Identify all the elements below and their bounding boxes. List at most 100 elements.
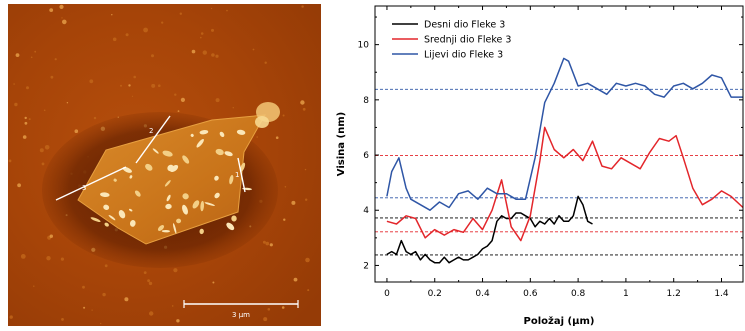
flake-island (199, 130, 209, 135)
surface-speck (177, 110, 180, 112)
y-tick-label: 2 (363, 261, 369, 271)
y-axis-ticks: 2 4 6 8 10 (358, 16, 743, 271)
surface-speck (17, 183, 21, 188)
surface-speck (112, 37, 117, 42)
surface-speck (41, 162, 45, 166)
series-line-1 (386, 195, 593, 264)
surface-speck (211, 53, 215, 57)
surface-speck (13, 83, 15, 85)
surface-speck (215, 98, 220, 103)
surface-speck (60, 257, 64, 261)
surface-speck (147, 279, 151, 283)
surface-speck (281, 306, 285, 309)
flake-island (167, 164, 174, 172)
afm-image-panel: 2 1 3 3 µm (8, 4, 321, 326)
surface-speck (22, 135, 27, 139)
surface-speck (100, 322, 102, 325)
flake-island (129, 175, 133, 179)
x-tick-label: 0 (384, 289, 390, 299)
surface-speck (44, 145, 50, 150)
plot-frame (374, 5, 744, 283)
profile-line-1 (237, 157, 246, 193)
flake-island (165, 203, 172, 210)
surface-speck (89, 79, 94, 84)
bright-particle (255, 116, 269, 128)
surface-speck (301, 5, 304, 8)
flake-island (164, 180, 171, 187)
flake-island (182, 155, 190, 164)
flake-island (128, 208, 133, 212)
x-tick-label: 1.4 (714, 289, 729, 299)
surface-speck (176, 319, 180, 323)
x-axis-ticks: 0 0.2 0.4 0.6 0.8 1 1.2 1.4 (384, 6, 729, 299)
x-axis-label: Položaj (µm) (524, 315, 595, 327)
flake-island (199, 228, 204, 235)
series-lines (386, 57, 744, 264)
surface-speck (212, 281, 215, 284)
surface-speck (14, 102, 18, 107)
flake-island (103, 204, 110, 210)
flake-island (192, 200, 200, 209)
surface-speck (282, 114, 285, 117)
flake-island (108, 214, 116, 221)
surface-speck (83, 306, 86, 309)
surface-speck (120, 84, 122, 87)
surface-speck (50, 75, 54, 79)
surface-speck (307, 289, 310, 292)
profile-line-3 (55, 166, 127, 201)
flake-island (104, 222, 109, 227)
flake-island (157, 225, 165, 231)
surface-speck (62, 19, 67, 25)
surface-speck (26, 86, 29, 90)
flake-islands (90, 129, 252, 235)
surface-speck (124, 297, 129, 302)
flake-island (226, 222, 235, 231)
surface-speck (15, 53, 20, 57)
surface-speck (180, 97, 185, 102)
surface-speck (20, 254, 26, 259)
surface-speck (291, 200, 296, 205)
surface-speck (30, 56, 33, 59)
surface-speck (34, 50, 37, 53)
surface-speck (24, 116, 27, 120)
flake-island (118, 210, 126, 219)
surface-speck (43, 109, 46, 112)
flake-island (240, 162, 246, 172)
flake-island (214, 175, 219, 181)
surface-speck (305, 257, 310, 263)
surface-speck (262, 240, 266, 244)
flake-island (134, 190, 141, 197)
surface-speck (200, 32, 204, 35)
flake-island (176, 218, 182, 224)
surface-speck (302, 107, 306, 111)
surface-speck (93, 116, 97, 120)
surface-speck (54, 58, 57, 61)
surface-speck (133, 75, 136, 79)
line-label-3: 3 (82, 184, 86, 192)
surface-speck (252, 48, 255, 51)
surface-speck (125, 33, 129, 37)
profile-line-2 (135, 115, 171, 164)
surface-speck (283, 218, 286, 221)
y-tick-label: 10 (358, 41, 370, 51)
surface-speck (9, 315, 13, 319)
surface-speck (131, 95, 134, 97)
surface-speck (293, 277, 298, 282)
surface-speck (143, 27, 149, 33)
surface-speck (8, 159, 12, 163)
flake-island (204, 202, 215, 206)
surface-speck (111, 14, 113, 16)
reference-lines (375, 88, 743, 256)
surface-speck (148, 281, 153, 286)
flake-island (90, 217, 101, 223)
flake-island (200, 200, 205, 212)
line-label-1: 1 (235, 171, 239, 179)
surface-speck (200, 36, 202, 39)
x-tick-label: 1.2 (667, 289, 681, 299)
line-label-2: 2 (149, 127, 153, 135)
flake-island (173, 223, 177, 234)
flake-island (219, 131, 225, 138)
y-axis-label: Visina (nm) (336, 112, 347, 176)
surface-speck (33, 285, 35, 287)
surface-speck (269, 243, 273, 247)
